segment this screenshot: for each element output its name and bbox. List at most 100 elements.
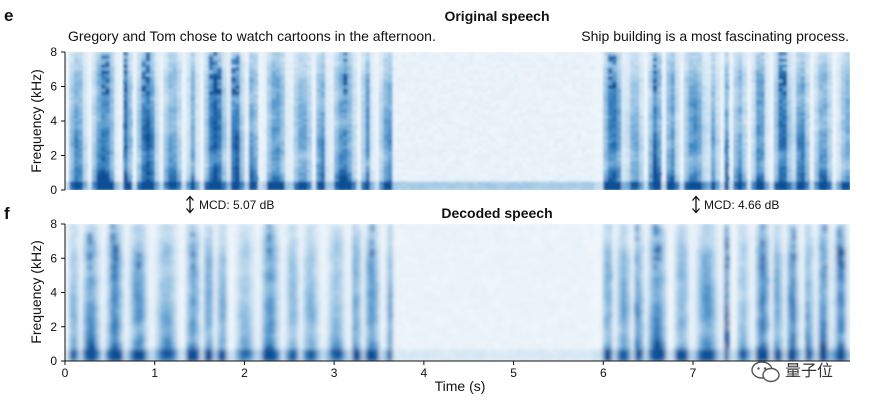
spectrogram-cell <box>159 139 165 143</box>
spectrogram-cell <box>109 79 115 83</box>
spectrogram-cell <box>531 112 537 116</box>
spectrogram-cell <box>441 67 447 71</box>
spectrogram-cell <box>230 112 237 116</box>
spectrogram-cell <box>311 121 317 125</box>
spectrogram-cell <box>235 85 241 89</box>
spectrogram-cell <box>123 124 129 128</box>
spectrogram-cell <box>518 88 524 92</box>
spectrogram-cell <box>118 169 124 173</box>
spectrogram-cell <box>504 160 510 164</box>
spectrogram-cell <box>338 67 344 71</box>
spectrogram-cell <box>495 169 501 173</box>
spectrogram-cell <box>271 52 277 56</box>
spectrogram-cell <box>284 61 290 65</box>
spectrogram-cell <box>329 139 335 143</box>
spectrogram-cell <box>177 130 183 134</box>
spectrogram-cell <box>266 133 272 137</box>
spectrogram-cell <box>82 97 89 101</box>
spectrogram-cell <box>370 52 376 56</box>
spectrogram-cell <box>558 163 564 167</box>
spectrogram-cell <box>87 169 93 173</box>
spectrogram-cell <box>96 79 102 83</box>
spectrogram-cell <box>509 154 515 158</box>
spectrogram-cell <box>450 139 456 143</box>
spectrogram-cell <box>226 124 232 128</box>
spectrogram-cell <box>401 61 407 65</box>
spectrogram-cell <box>567 184 573 188</box>
spectrogram-cell <box>284 91 290 95</box>
spectrogram-cell <box>118 103 124 107</box>
spectrogram-cell <box>527 103 533 107</box>
spectrogram-cell <box>222 136 228 140</box>
spectrogram-cell <box>177 166 183 170</box>
spectrogram-cell <box>69 127 75 131</box>
spectrogram-cell <box>536 100 542 104</box>
spectrogram-cell <box>217 67 223 71</box>
spectrogram-cell <box>73 64 80 68</box>
spectrogram-cell <box>118 181 124 185</box>
spectrogram-cell <box>275 151 281 155</box>
spectrogram-cell <box>531 145 537 149</box>
spectrogram-cell <box>262 127 268 131</box>
spectrogram-cell <box>410 172 416 176</box>
spectrogram-cell <box>275 157 281 161</box>
spectrogram-cell <box>473 115 479 119</box>
spectrogram-cell <box>486 139 492 143</box>
spectrogram-cell <box>553 163 560 167</box>
spectrogram-cell <box>271 154 277 158</box>
spectrogram-cell <box>562 184 568 188</box>
spectrogram-cell <box>432 127 438 131</box>
spectrogram-cell <box>271 109 277 113</box>
spectrogram-cell <box>91 52 97 56</box>
spectrogram-cell <box>428 85 434 89</box>
spectrogram-cell <box>513 175 519 179</box>
spectrogram-cell <box>365 121 371 125</box>
spectrogram-cell <box>370 88 376 92</box>
spectrogram-cell <box>226 184 232 188</box>
spectrogram-cell <box>213 175 219 179</box>
spectrogram-cell <box>491 76 497 80</box>
spectrogram-cell <box>73 67 80 71</box>
spectrogram-cell <box>293 145 299 149</box>
spectrogram-cell <box>163 52 169 56</box>
spectrogram-cell <box>302 118 308 122</box>
spectrogram-cell <box>352 52 358 56</box>
spectrogram-cell <box>414 85 420 89</box>
spectrogram-cell <box>257 58 263 62</box>
spectrogram-cell <box>105 130 111 134</box>
spectrogram-cell <box>347 88 353 92</box>
spectrogram-cell <box>235 61 241 65</box>
spectrogram-cell <box>235 172 241 176</box>
spectrogram-cell <box>248 76 254 80</box>
spectrogram-cell <box>239 142 246 146</box>
spectrogram-cell <box>509 97 515 101</box>
spectrogram-cell <box>154 157 160 161</box>
spectrogram-cell <box>410 160 416 164</box>
spectrogram-cell <box>230 181 237 185</box>
spectrogram-cell <box>544 91 551 95</box>
spectrogram-cell <box>105 76 111 80</box>
spectrogram-cell <box>491 139 497 143</box>
spectrogram-cell <box>450 154 456 158</box>
spectrogram-cell <box>208 172 214 176</box>
spectrogram-cell <box>558 73 564 77</box>
spectrogram-cell <box>562 166 568 170</box>
spectrogram-cell <box>504 103 510 107</box>
spectrogram-cell <box>522 112 528 116</box>
spectrogram-cell <box>136 97 142 101</box>
spectrogram-cell <box>159 88 165 92</box>
spectrogram-cell <box>289 163 295 167</box>
spectrogram-cell <box>163 133 169 137</box>
spectrogram-cell <box>410 115 416 119</box>
spectrogram-cell <box>387 172 394 176</box>
spectrogram-cell <box>145 112 151 116</box>
spectrogram-cell <box>446 55 452 59</box>
spectrogram-cell <box>329 166 335 170</box>
spectrogram-cell <box>195 79 201 83</box>
spectrogram-cell <box>383 148 389 152</box>
spectrogram-cell <box>374 64 380 68</box>
spectrogram-cell <box>105 169 111 173</box>
spectrogram-cell <box>150 184 156 188</box>
spectrogram-cell <box>208 181 214 185</box>
spectrogram-cell <box>509 163 515 167</box>
